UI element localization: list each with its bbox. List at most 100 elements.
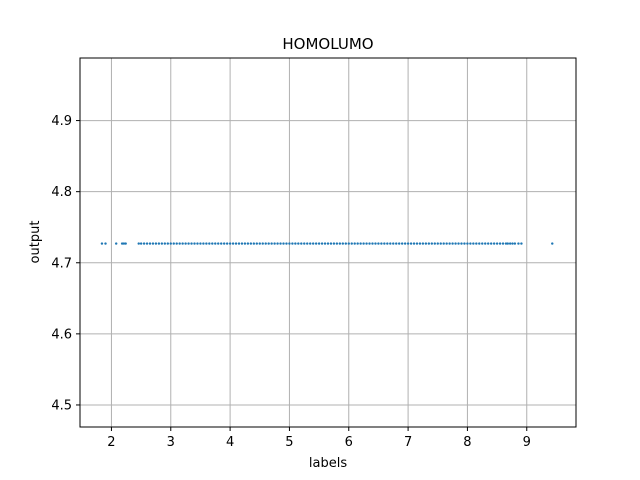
scatter-point [314,242,318,245]
x-axis-label: labels [309,456,347,471]
scatter-point [442,242,445,245]
scatter-point [273,242,276,245]
scatter-point [145,242,149,245]
scatter-point [300,242,303,245]
scatter-point [317,242,321,245]
scatter-point [353,242,356,245]
scatter-point [454,242,457,245]
scatter-point [498,242,502,245]
scatter-point [279,242,282,245]
scatter-points [100,242,554,245]
scatter-point [267,242,270,245]
scatter-point [347,242,350,245]
scatter-point [294,242,297,245]
scatter-point [368,242,371,245]
scatter-point [520,242,523,245]
scatter-point [495,242,499,245]
scatter-point [403,242,407,245]
scatter-point [400,242,404,245]
x-tick-label: 6 [345,435,353,450]
scatter-point [338,242,342,245]
scatter-point [163,242,167,245]
scatter-point [225,242,229,245]
scatter-point [412,242,416,245]
scatter-point [137,242,140,245]
scatter-point [187,242,190,245]
scatter-point [282,242,285,245]
scatter-point [255,242,259,245]
scatter-point [193,242,196,245]
x-tick-label: 4 [226,435,234,450]
scatter-point [427,242,431,245]
scatter-point [205,242,208,245]
scatter-point [217,242,220,245]
scatter-point [178,242,181,245]
scatter-point [392,242,395,245]
scatter-point [291,242,294,245]
scatter-point [418,242,422,245]
scatter-point [190,242,193,245]
scatter-point [397,242,401,245]
scatter-point [501,242,505,245]
scatter-point [323,242,327,245]
scatter-point [439,242,442,245]
scatter-point [445,242,448,245]
scatter-point [409,242,413,245]
scatter-point [309,242,312,245]
scatter-point [489,242,493,245]
scatter-point [377,242,380,245]
y-tick-label: 4.9 [51,114,72,129]
scatter-point [270,242,273,245]
scatter-point [371,242,374,245]
axis-ticks: 2 3 4 5 6 7 8 9 4.5 4.6 4.7 4.8 4.9 [51,114,531,450]
scatter-point [122,242,126,245]
scatter-point [506,242,509,245]
scatter-point [246,242,250,245]
scatter-point [469,242,472,245]
x-tick-label: 7 [404,435,412,450]
scatter-point [383,242,386,245]
scatter-point [211,242,214,245]
scatter-point [475,242,478,245]
scatter-point [457,242,460,245]
scatter-point [389,242,392,245]
x-tick-label: 5 [285,435,293,450]
scatter-point [261,242,264,245]
scatter-point [139,242,143,245]
scatter-point [181,242,184,245]
scatter-point [335,242,339,245]
scatter-point [240,242,244,245]
y-tick-label: 4.6 [51,327,72,342]
chart-title: HOMOLUMO [282,35,373,53]
scatter-point [551,242,554,245]
scatter-point [311,242,315,245]
scatter-point [202,242,205,245]
scatter-point [511,242,514,245]
scatter-point [430,242,434,245]
scatter-point [208,242,211,245]
scatter-point [395,242,398,245]
scatter-point [285,242,288,245]
x-tick-label: 9 [523,435,531,450]
scatter-point [478,242,481,245]
scatter-point [231,242,235,245]
scatter-point [199,242,202,245]
scatter-point [196,242,199,245]
scatter-point [508,242,512,245]
scatter-point [463,242,466,245]
scatter-point [228,242,232,245]
scatter-point [320,242,324,245]
scatter-point [264,242,267,245]
scatter-point [169,242,172,245]
scatter-point [288,242,291,245]
scatter-point [249,242,253,245]
scatter-point [517,242,520,245]
scatter-point [243,242,247,245]
scatter-point [359,242,362,245]
scatter-point [466,242,469,245]
scatter-point [172,242,175,245]
scatter-point [341,242,345,245]
scatter-point [481,242,484,245]
scatter-point [344,242,347,245]
scatter-point [148,242,152,245]
